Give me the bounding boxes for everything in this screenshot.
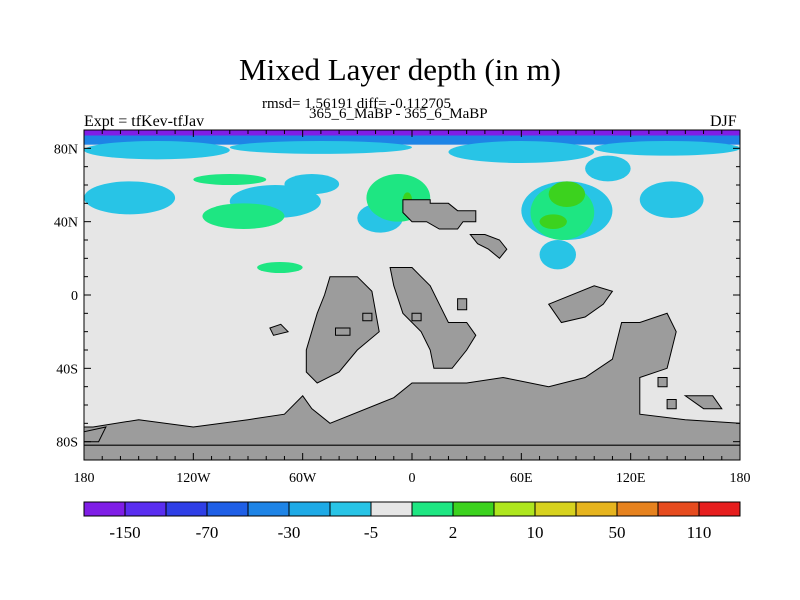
land-mass xyxy=(666,399,677,410)
colorbar-swatch xyxy=(616,501,659,517)
x-tick-label: 120W xyxy=(176,471,211,486)
x-tick-label: 0 xyxy=(409,471,416,486)
y-tick-label: 80S xyxy=(56,436,78,451)
contour-patch xyxy=(193,174,267,185)
colorbar: -150 -70 -30 -5 2 10 50 110 xyxy=(83,501,741,542)
colorbar-label: -70 xyxy=(196,523,219,542)
land-mass xyxy=(469,234,508,260)
land-mass xyxy=(269,323,290,336)
colorbar-swatch xyxy=(247,501,290,517)
experiment-label: Expt = tfKev-tfJav xyxy=(84,113,205,130)
land-mass xyxy=(457,298,468,311)
land-mass xyxy=(411,312,422,322)
y-tick-label: 80N xyxy=(54,142,78,157)
colorbar-swatch xyxy=(698,501,741,517)
colorbar-swatch xyxy=(288,501,331,517)
colorbar-label: 2 xyxy=(449,523,458,542)
colorbar-swatch xyxy=(329,501,372,517)
colorbar-label: 50 xyxy=(609,523,626,542)
map-subtitle: 365_6_MaBP - 365_6_MaBP xyxy=(309,106,488,122)
contour-patch xyxy=(202,203,285,230)
land-mass xyxy=(335,327,351,336)
y-tick-label: 40N xyxy=(54,216,78,231)
x-tick-label: 60E xyxy=(510,471,533,486)
colorbar-swatch xyxy=(657,501,700,517)
contour-patch xyxy=(585,155,631,182)
colorbar-swatch xyxy=(575,501,618,517)
colorbar-label: -5 xyxy=(364,523,378,542)
land-mass xyxy=(389,267,477,369)
x-tick-label: 120E xyxy=(616,471,646,486)
contour-patch xyxy=(539,240,576,270)
contour-patch xyxy=(229,141,412,154)
map-panel: 180 120W 60W 0 60E 120E 180 80N 40N 0 40S 80S xyxy=(54,129,751,486)
colorbar-swatch xyxy=(452,501,495,517)
land-mass xyxy=(657,377,668,388)
colorbar-swatch xyxy=(206,501,249,517)
contour-patch xyxy=(84,141,230,160)
land-mass xyxy=(683,395,723,410)
x-tick-label: 180 xyxy=(74,471,95,486)
colorbar-label: -30 xyxy=(278,523,301,542)
y-tick-label: 40S xyxy=(56,362,78,377)
contour-patch xyxy=(539,214,567,230)
contour-patch xyxy=(257,262,303,273)
contour-patch xyxy=(594,141,740,156)
x-tick-label: 180 xyxy=(730,471,751,486)
colorbar-swatch xyxy=(165,501,208,517)
stats-annotation: rmsd= 1.56191 diff= -0.112705 xyxy=(262,96,451,112)
map-title: Mixed Layer depth (in m) xyxy=(239,52,561,87)
land-mass xyxy=(84,426,107,443)
contour-patch xyxy=(639,181,704,219)
land-mass xyxy=(362,312,373,322)
colorbar-label: 110 xyxy=(687,523,712,542)
colorbar-label: -150 xyxy=(109,523,140,542)
colorbar-swatch xyxy=(370,501,413,517)
colorbar-swatch xyxy=(83,501,126,517)
colorbar-swatch xyxy=(493,501,536,517)
contour-patch xyxy=(448,141,595,163)
land-mass xyxy=(84,312,740,446)
contour-patch xyxy=(548,181,586,208)
contour-patch xyxy=(284,174,340,195)
contour-band xyxy=(84,135,740,145)
y-tick-label: 0 xyxy=(71,289,78,304)
x-tick-label: 60W xyxy=(289,471,317,486)
season-label: DJF xyxy=(710,113,737,130)
land-mass xyxy=(547,285,614,324)
land-mass xyxy=(402,199,477,230)
colorbar-label: 10 xyxy=(527,523,544,542)
colorbar-swatch xyxy=(124,501,167,517)
colorbar-swatch xyxy=(411,501,454,517)
colorbar-swatch xyxy=(534,501,577,517)
contour-patch xyxy=(84,181,176,215)
